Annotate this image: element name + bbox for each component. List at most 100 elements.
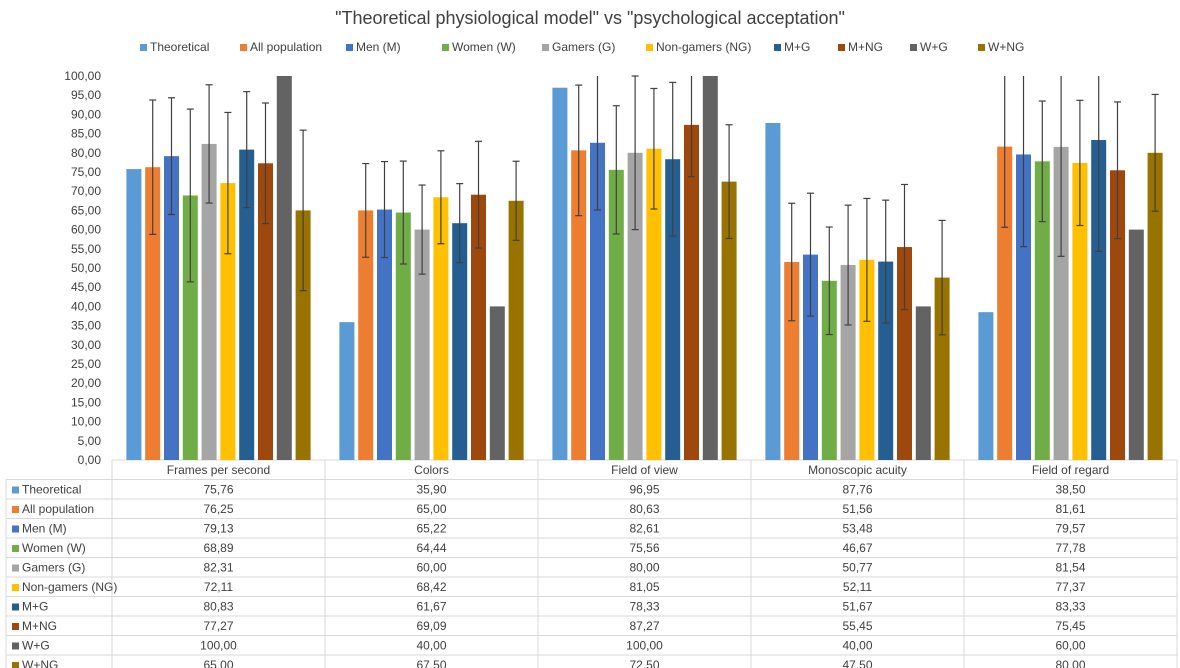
- data-label: 72,11: [204, 580, 233, 594]
- table-row-swatch: [12, 486, 19, 494]
- y-tick-label: 90,00: [71, 107, 101, 121]
- y-tick-label: 40,00: [71, 299, 101, 313]
- bar: [508, 200, 524, 461]
- data-label: 100,00: [200, 639, 237, 653]
- chart-title: "Theoretical physiological model" vs "ps…: [335, 8, 845, 28]
- data-label: 78,33: [629, 600, 659, 614]
- bar: [590, 142, 605, 461]
- bar: [1072, 162, 1088, 460]
- x-tick-label: Field of view: [611, 463, 678, 477]
- data-label: 100,00: [626, 639, 663, 653]
- bar: [627, 152, 643, 461]
- table-row-swatch: [12, 642, 19, 650]
- legend-swatch: [140, 44, 147, 51]
- data-label: 64,44: [416, 541, 446, 555]
- x-tick-label: Frames per second: [167, 463, 270, 477]
- legend-swatch: [838, 44, 845, 51]
- bar: [489, 306, 505, 460]
- y-tick-label: 65,00: [71, 203, 101, 217]
- bar: [395, 212, 411, 460]
- legend-swatch: [346, 44, 353, 51]
- data-label: 75,76: [203, 483, 233, 497]
- legend-label: W+NG: [988, 40, 1024, 54]
- y-tick-label: 20,00: [71, 376, 101, 390]
- legend-label: Women (W): [452, 40, 516, 54]
- table-row-label: Gamers (G): [22, 561, 85, 575]
- data-label: 76,25: [203, 502, 233, 516]
- table-row-label: W+NG: [22, 658, 58, 668]
- bar: [1034, 161, 1050, 460]
- bar: [608, 169, 624, 460]
- bar: [1110, 170, 1125, 460]
- bar: [258, 163, 273, 460]
- table-row-label: Theoretical: [22, 483, 81, 497]
- data-label: 72,50: [629, 658, 659, 668]
- table-row-swatch: [12, 564, 19, 572]
- bar: [276, 76, 292, 460]
- data-table: Frames per second Colors Field of view Mono…: [5, 460, 1178, 668]
- y-tick-label: 15,00: [71, 395, 101, 409]
- table-row-swatch: [12, 603, 19, 611]
- table-row-swatch: [12, 525, 19, 533]
- data-label: 51,56: [842, 502, 872, 516]
- legend-label: M+NG: [848, 40, 883, 54]
- table-row-swatch: [12, 545, 19, 552]
- table-row-label: M+G: [22, 600, 48, 614]
- y-tick-label: 70,00: [71, 184, 101, 198]
- data-label: 82,61: [629, 522, 659, 536]
- bar: [164, 156, 179, 460]
- data-label: 38,50: [1055, 483, 1085, 497]
- data-label: 83,33: [1055, 600, 1085, 614]
- legend-swatch: [774, 44, 781, 51]
- bar: [1016, 154, 1031, 460]
- data-label: 82,31: [203, 561, 233, 575]
- bar: [878, 261, 894, 460]
- legend: Theoretical All population Men (M) Women (W…: [140, 40, 1024, 54]
- legend-label: Non-gamers (NG): [656, 40, 751, 54]
- legend-swatch: [442, 44, 449, 51]
- y-tick-label: 100,00: [64, 69, 101, 83]
- legend-swatch: [542, 44, 549, 51]
- data-label: 75,56: [629, 541, 659, 555]
- data-label: 65,00: [416, 502, 446, 516]
- data-label: 69,09: [416, 619, 446, 633]
- legend-label: All population: [250, 40, 322, 54]
- data-label: 80,00: [629, 561, 659, 575]
- y-tick-label: 80,00: [71, 146, 101, 160]
- bar: [145, 167, 161, 460]
- legend-label: M+G: [784, 40, 810, 54]
- legend-label: W+G: [920, 40, 948, 54]
- data-label: 80,63: [629, 502, 659, 516]
- x-tick-label: Field of regard: [1032, 463, 1109, 477]
- bar: [859, 259, 875, 460]
- data-label: 68,89: [203, 541, 233, 555]
- bar: [126, 169, 142, 460]
- data-label: 61,67: [416, 600, 446, 614]
- data-label: 68,42: [416, 580, 446, 594]
- y-tick-label: 95,00: [71, 88, 101, 102]
- data-label: 40,00: [416, 639, 446, 653]
- table-row-label: Men (M): [22, 522, 67, 536]
- y-axis: 0,00 5,00 10,00 15,00 20,00 25,00 30,00 35,00 40…: [64, 69, 1177, 467]
- data-label: 79,57: [1055, 522, 1085, 536]
- bar: [915, 306, 931, 460]
- y-tick-label: 5,00: [78, 434, 102, 448]
- data-label: 81,05: [629, 580, 659, 594]
- data-label: 40,00: [842, 639, 872, 653]
- y-tick-label: 75,00: [71, 165, 101, 179]
- x-tick-label: Monoscopic acuity: [808, 463, 907, 477]
- bar: [665, 159, 681, 460]
- table-row-label: Non-gamers (NG): [22, 580, 117, 594]
- data-label: 77,78: [1055, 541, 1085, 555]
- table-row-label: M+NG: [22, 619, 57, 633]
- error-bars: [149, 75, 1159, 336]
- bar: [182, 195, 198, 460]
- data-label: 35,90: [416, 483, 446, 497]
- legend-swatch: [910, 44, 917, 51]
- bar: [997, 146, 1013, 460]
- data-label: 77,27: [203, 619, 233, 633]
- data-label: 87,76: [842, 483, 872, 497]
- data-label: 55,45: [842, 619, 872, 633]
- data-label: 87,27: [629, 619, 659, 633]
- bar: [471, 194, 486, 460]
